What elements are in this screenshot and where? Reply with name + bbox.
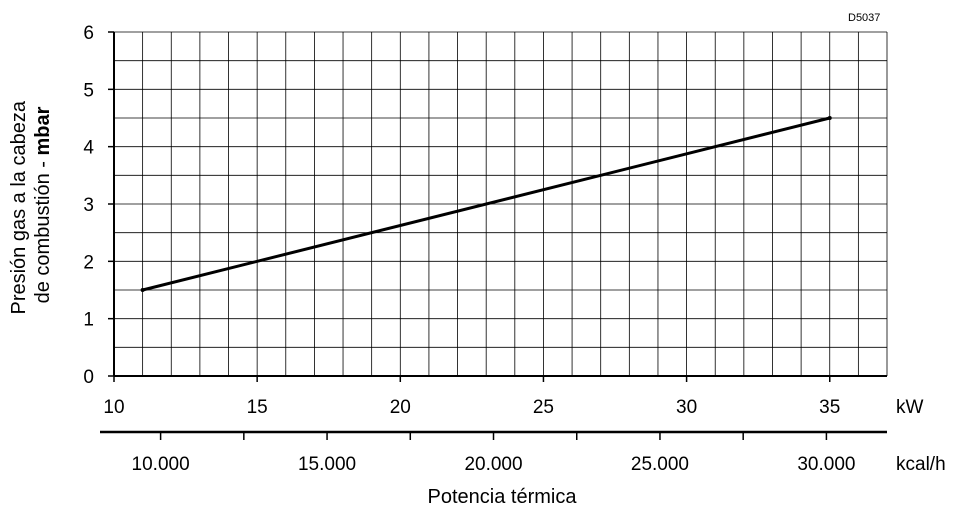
- x-axis-unit-kcal: kcal/h: [896, 454, 946, 475]
- figure-code: D5037: [848, 12, 880, 24]
- y-tick-label: 0: [83, 367, 94, 388]
- x-tick-label: 15: [247, 397, 268, 418]
- chart-labels: 0 1 2 3 4 5 6 10 15 20 25 30 35 10.000 15.000 20.000 25.…: [83, 23, 855, 475]
- chart-series: [140, 116, 832, 292]
- y-tick-label: 1: [83, 310, 94, 331]
- x2-tick-label: 10.000: [132, 454, 190, 475]
- x2-tick-label: 30.000: [797, 454, 855, 475]
- x-tick-label: 35: [819, 397, 840, 418]
- y-tick-label: 6: [83, 23, 94, 44]
- chart-axes: [100, 31, 887, 440]
- y-axis-title-prefix: de combustión -: [32, 156, 54, 304]
- y-tick-label: 5: [83, 80, 94, 101]
- x-tick-label: 25: [533, 397, 554, 418]
- y-tick-label: 3: [83, 195, 94, 216]
- x2-tick-label: 15.000: [298, 454, 356, 475]
- x2-tick-label: 20.000: [464, 454, 522, 475]
- series-line: [142, 116, 831, 292]
- x-tick-label: 30: [676, 397, 697, 418]
- x-axis-unit-kw: kW: [896, 397, 924, 418]
- series-point: [827, 116, 832, 120]
- y-axis-title-line1: Presión gas a la cabeza: [8, 100, 30, 314]
- chart-grid: [114, 31, 888, 376]
- y-axis-title-line2: de combustión - mbar: [32, 106, 54, 303]
- series-point: [140, 288, 145, 292]
- y-axis-title-unit: mbar: [32, 106, 54, 155]
- y-tick-label: 4: [83, 138, 94, 159]
- y-axis-title: Presión gas a la cabeza de combustión - …: [8, 95, 54, 314]
- x-tick-label: 10: [103, 397, 124, 418]
- x-tick-label: 20: [390, 397, 411, 418]
- x-axis-title: Potencia térmica: [428, 486, 578, 508]
- x2-tick-label: 25.000: [631, 454, 689, 475]
- y-tick-label: 2: [83, 252, 94, 273]
